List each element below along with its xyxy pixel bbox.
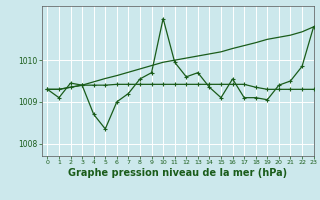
- X-axis label: Graphe pression niveau de la mer (hPa): Graphe pression niveau de la mer (hPa): [68, 168, 287, 178]
